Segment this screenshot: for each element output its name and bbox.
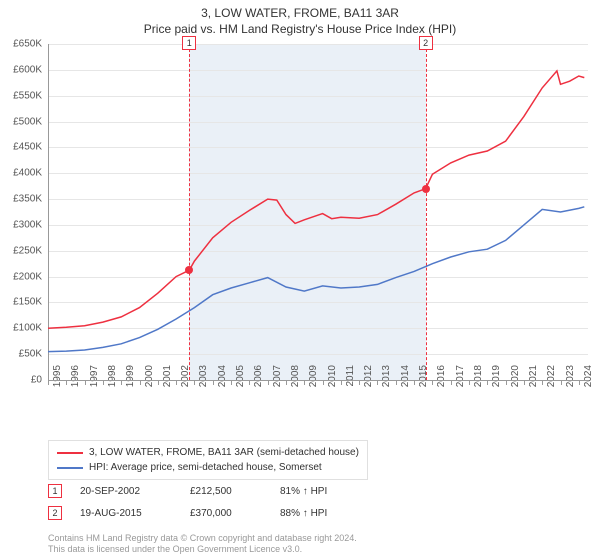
legend-row-hpi: HPI: Average price, semi-detached house,… bbox=[57, 460, 359, 475]
legend: 3, LOW WATER, FROME, BA11 3AR (semi-deta… bbox=[48, 440, 368, 480]
line-layer bbox=[48, 44, 588, 380]
y-tick-label: £300K bbox=[0, 219, 42, 230]
footer-line1: Contains HM Land Registry data © Crown c… bbox=[48, 533, 357, 545]
legend-row-price: 3, LOW WATER, FROME, BA11 3AR (semi-deta… bbox=[57, 445, 359, 460]
y-tick-label: £150K bbox=[0, 297, 42, 308]
y-tick-label: £250K bbox=[0, 245, 42, 256]
legend-label-hpi: HPI: Average price, semi-detached house,… bbox=[89, 460, 322, 475]
legend-swatch-price bbox=[57, 452, 83, 454]
series-hpi bbox=[48, 207, 584, 352]
sale-marker-2: 2 bbox=[48, 506, 62, 520]
legend-swatch-hpi bbox=[57, 467, 83, 469]
y-tick-label: £500K bbox=[0, 116, 42, 127]
y-tick-label: £550K bbox=[0, 90, 42, 101]
sale-pct-1: 81% ↑ HPI bbox=[280, 486, 380, 497]
footer-line2: This data is licensed under the Open Gov… bbox=[48, 544, 357, 556]
y-tick-label: £650K bbox=[0, 39, 42, 50]
chart-container: 3, LOW WATER, FROME, BA11 3AR Price paid… bbox=[0, 0, 600, 560]
sale-date-1: 20-SEP-2002 bbox=[80, 486, 190, 497]
sale-row-2: 2 19-AUG-2015 £370,000 88% ↑ HPI bbox=[48, 506, 380, 520]
y-tick-label: £50K bbox=[0, 349, 42, 360]
sale-date-2: 19-AUG-2015 bbox=[80, 508, 190, 519]
footer: Contains HM Land Registry data © Crown c… bbox=[48, 533, 357, 556]
title-line1: 3, LOW WATER, FROME, BA11 3AR bbox=[0, 0, 600, 22]
y-tick-label: £200K bbox=[0, 271, 42, 282]
sale-marker-1: 1 bbox=[48, 484, 62, 498]
y-tick-label: £600K bbox=[0, 64, 42, 75]
y-tick-label: £350K bbox=[0, 194, 42, 205]
y-tick-label: £100K bbox=[0, 323, 42, 334]
sale-row-1: 1 20-SEP-2002 £212,500 81% ↑ HPI bbox=[48, 484, 380, 498]
legend-label-price: 3, LOW WATER, FROME, BA11 3AR (semi-deta… bbox=[89, 445, 359, 460]
sale-price-2: £370,000 bbox=[190, 508, 280, 519]
y-tick-label: £400K bbox=[0, 168, 42, 179]
x-axis bbox=[48, 380, 588, 381]
sale-pct-2: 88% ↑ HPI bbox=[280, 508, 380, 519]
chart-area: £0£50K£100K£150K£200K£250K£300K£350K£400… bbox=[48, 44, 588, 414]
y-tick-label: £0 bbox=[0, 375, 42, 386]
y-tick-label: £450K bbox=[0, 142, 42, 153]
title-line2: Price paid vs. HM Land Registry's House … bbox=[0, 22, 600, 42]
series-price_paid bbox=[48, 71, 584, 328]
sale-price-1: £212,500 bbox=[190, 486, 280, 497]
